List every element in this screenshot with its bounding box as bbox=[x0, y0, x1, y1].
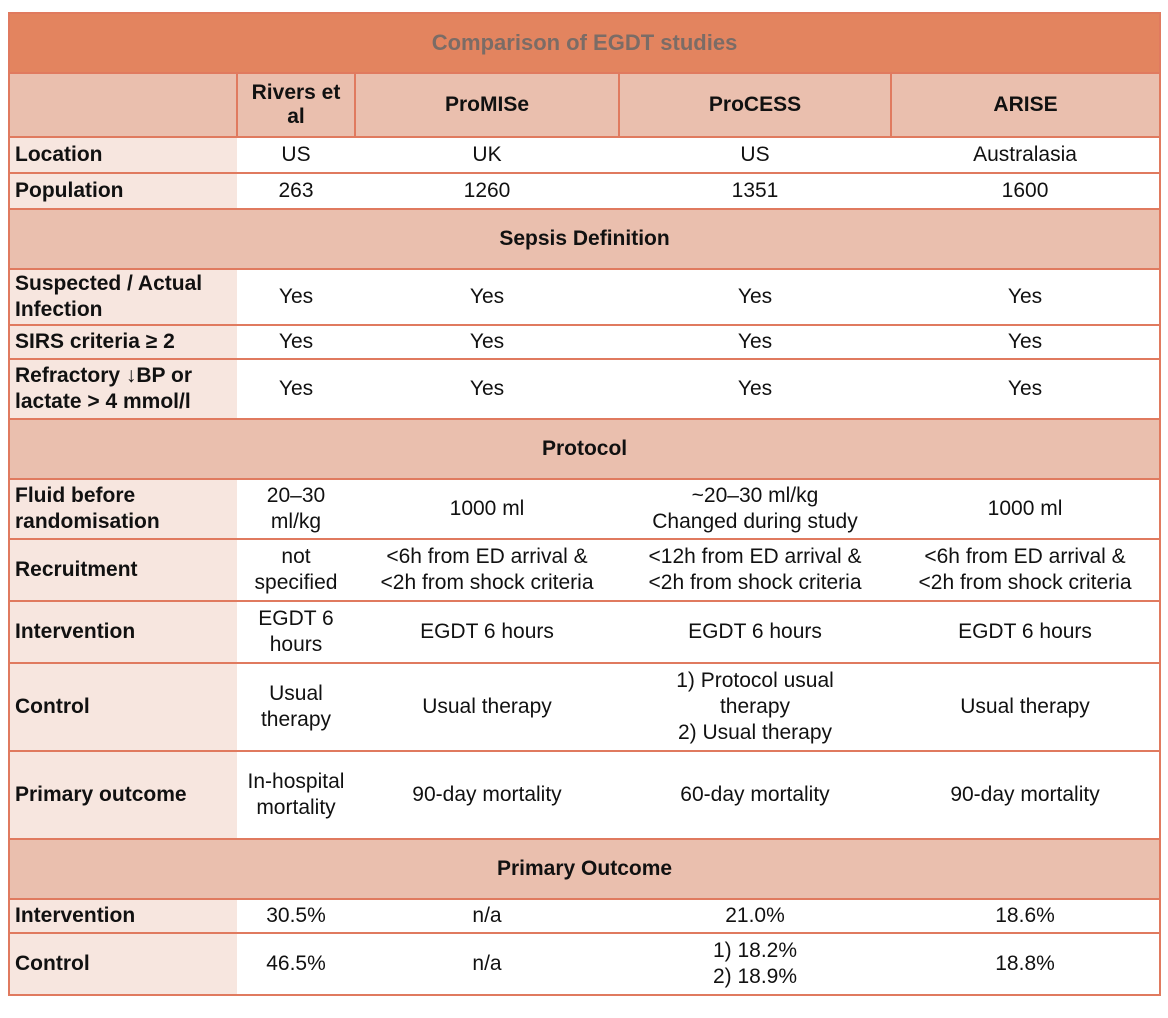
table-row: Suspected / Actual Infection Yes Yes Yes… bbox=[8, 268, 1162, 326]
table-cell: 60-day mortality bbox=[619, 750, 891, 840]
table-cell: 1600 bbox=[891, 172, 1162, 210]
table-cell: Usual therapy bbox=[891, 662, 1162, 752]
table-cell: Usual therapy bbox=[237, 662, 355, 752]
table-cell: Yes bbox=[237, 268, 355, 326]
table-cell: EGDT 6 hours bbox=[355, 600, 619, 664]
table-row: Control 46.5% n/a 1) 18.2% 2) 18.9% 18.8… bbox=[8, 932, 1162, 996]
table-cell: Yes bbox=[619, 324, 891, 360]
table-row: Primary outcome In-hospital mortality 90… bbox=[8, 750, 1162, 840]
table-cell: n/a bbox=[355, 932, 619, 996]
row-label-recruitment: Recruitment bbox=[8, 538, 237, 602]
table-cell: 1351 bbox=[619, 172, 891, 210]
section-header-row: Primary Outcome bbox=[7, 838, 1162, 900]
row-label-refractory-bp: Refractory ↓BP or lactate > 4 mmol/l bbox=[8, 358, 237, 420]
table-cell: 30.5% bbox=[237, 898, 355, 934]
table-row: Location US UK US Australasia bbox=[8, 136, 1162, 174]
table-cell: 1000 ml bbox=[891, 478, 1162, 540]
table-row: Population 263 1260 1351 1600 bbox=[8, 172, 1162, 210]
table-cell: Yes bbox=[237, 358, 355, 420]
table-row: Intervention EGDT 6 hours EGDT 6 hours E… bbox=[8, 600, 1162, 664]
table-cell: 46.5% bbox=[237, 932, 355, 996]
table-cell: not specified bbox=[237, 538, 355, 602]
table-cell: 90-day mortality bbox=[891, 750, 1162, 840]
table-body: Location US UK US Australasia Population… bbox=[7, 136, 1162, 996]
table-row: Recruitment not specified <6h from ED ar… bbox=[8, 538, 1162, 602]
table-cell: Yes bbox=[891, 358, 1162, 420]
table-cell: Yes bbox=[619, 268, 891, 326]
table-cell: <6h from ED arrival & <2h from shock cri… bbox=[891, 538, 1162, 602]
table-title: Comparison of EGDT studies bbox=[7, 12, 1162, 74]
table-row: SIRS criteria ≥ 2 Yes Yes Yes Yes bbox=[8, 324, 1162, 360]
table-row: Intervention 30.5% n/a 21.0% 18.6% bbox=[8, 898, 1162, 934]
table-cell: Yes bbox=[237, 324, 355, 360]
column-header-promise: ProMISe bbox=[354, 72, 620, 138]
table-row: Control Usual therapy Usual therapy 1) P… bbox=[8, 662, 1162, 752]
row-label-control: Control bbox=[8, 662, 237, 752]
table-cell: <6h from ED arrival & <2h from shock cri… bbox=[355, 538, 619, 602]
table-cell: EGDT 6 hours bbox=[891, 600, 1162, 664]
table-cell: 1) 18.2% 2) 18.9% bbox=[619, 932, 891, 996]
column-header-row: Rivers et al ProMISe ProCESS ARISE bbox=[8, 72, 1162, 138]
table-cell: 20–30 ml/kg bbox=[237, 478, 355, 540]
table-cell: 18.6% bbox=[891, 898, 1162, 934]
table-cell: EGDT 6 hours bbox=[619, 600, 891, 664]
egdt-comparison-table: Comparison of EGDT studies Rivers et al … bbox=[7, 12, 1162, 996]
table-cell: US bbox=[237, 136, 355, 174]
section-title-protocol: Protocol bbox=[7, 418, 1162, 480]
row-label-location: Location bbox=[8, 136, 237, 174]
table-cell: UK bbox=[355, 136, 619, 174]
section-title-sepsis-definition: Sepsis Definition bbox=[7, 208, 1162, 270]
table-cell: US bbox=[619, 136, 891, 174]
table-cell: 1260 bbox=[355, 172, 619, 210]
table-cell: Yes bbox=[355, 324, 619, 360]
table-cell: Yes bbox=[355, 358, 619, 420]
table-cell: ~20–30 ml/kg Changed during study bbox=[619, 478, 891, 540]
row-label-primary-outcome: Primary outcome bbox=[8, 750, 237, 840]
table-cell: Yes bbox=[891, 268, 1162, 326]
column-header-process: ProCESS bbox=[618, 72, 892, 138]
table-cell: EGDT 6 hours bbox=[237, 600, 355, 664]
section-header-row: Protocol bbox=[7, 418, 1162, 480]
column-header-arise: ARISE bbox=[889, 72, 1162, 138]
row-label-sirs-criteria: SIRS criteria ≥ 2 bbox=[8, 324, 237, 360]
table-cell: 18.8% bbox=[891, 932, 1162, 996]
table-cell: 90-day mortality bbox=[355, 750, 619, 840]
egdt-comparison-table-wrapper: Comparison of EGDT studies Rivers et al … bbox=[7, 12, 1162, 996]
table-cell: 21.0% bbox=[619, 898, 891, 934]
table-row: Fluid before randomisation 20–30 ml/kg 1… bbox=[8, 478, 1162, 540]
column-header-rivers: Rivers et al bbox=[236, 72, 356, 138]
table-cell: 263 bbox=[237, 172, 355, 210]
table-cell: n/a bbox=[355, 898, 619, 934]
table-title-row: Comparison of EGDT studies bbox=[7, 12, 1162, 74]
table-cell: Australasia bbox=[891, 136, 1162, 174]
table-cell: Usual therapy bbox=[355, 662, 619, 752]
table-cell: In-hospital mortality bbox=[237, 750, 355, 840]
row-label-outcome-control: Control bbox=[8, 932, 237, 996]
table-cell: Yes bbox=[355, 268, 619, 326]
row-label-outcome-intervention: Intervention bbox=[8, 898, 237, 934]
section-title-primary-outcome: Primary Outcome bbox=[7, 838, 1162, 900]
table-row: Refractory ↓BP or lactate > 4 mmol/l Yes… bbox=[8, 358, 1162, 420]
row-label-fluid-before-randomisation: Fluid before randomisation bbox=[8, 478, 237, 540]
table-cell: 1) Protocol usual therapy 2) Usual thera… bbox=[619, 662, 891, 752]
row-label-intervention: Intervention bbox=[8, 600, 237, 664]
table-cell: Yes bbox=[619, 358, 891, 420]
row-label-population: Population bbox=[8, 172, 237, 210]
row-label-suspected-infection: Suspected / Actual Infection bbox=[8, 268, 237, 326]
table-cell: 1000 ml bbox=[355, 478, 619, 540]
column-header-empty bbox=[8, 72, 238, 138]
table-cell: Yes bbox=[891, 324, 1162, 360]
section-header-row: Sepsis Definition bbox=[7, 208, 1162, 270]
table-cell: <12h from ED arrival & <2h from shock cr… bbox=[619, 538, 891, 602]
